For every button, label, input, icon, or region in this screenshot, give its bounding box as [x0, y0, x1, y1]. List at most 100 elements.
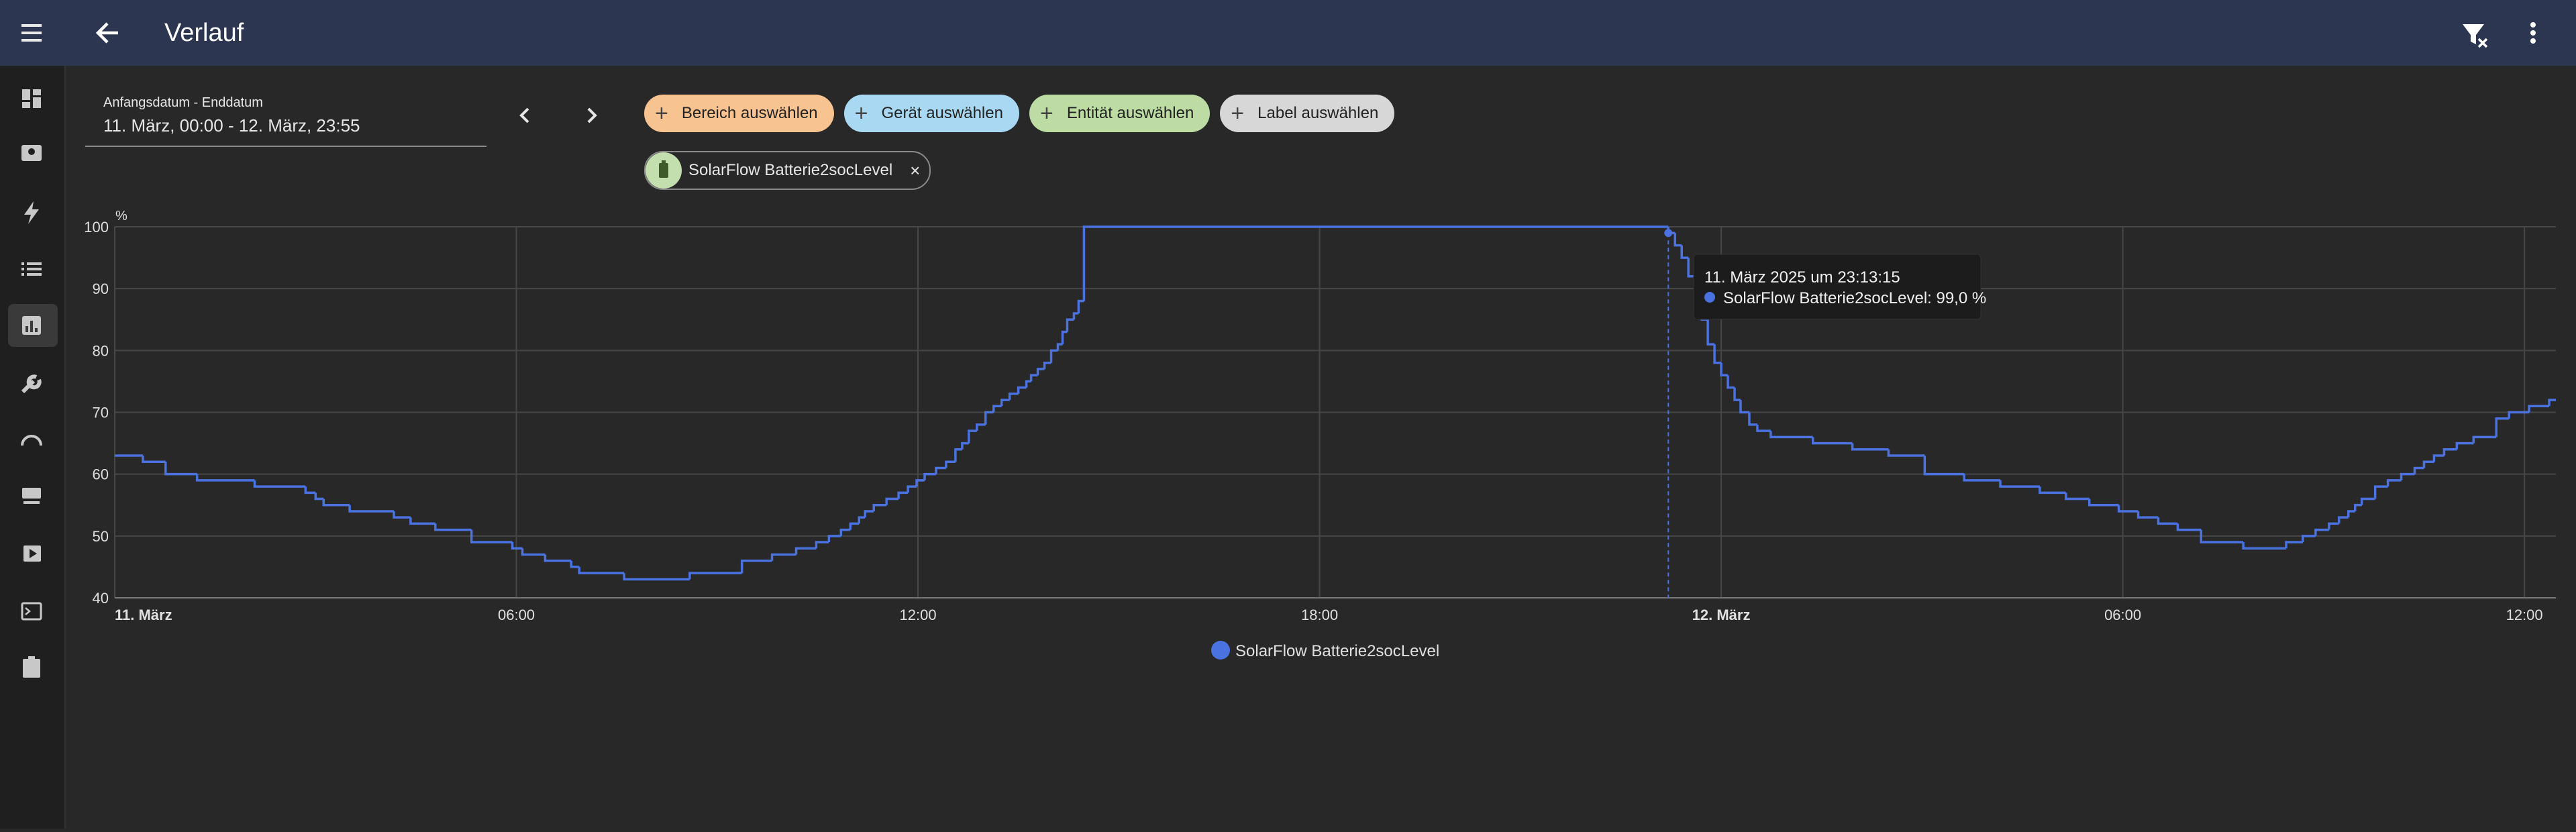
line-step [954, 448, 962, 462]
nav-logbook[interactable] [21, 145, 42, 161]
line-step [2455, 441, 2474, 450]
line-step [2528, 405, 2550, 413]
filter-label: Label auswählen [1257, 104, 1379, 122]
filter-chip[interactable]: + Entität auswählen [1029, 95, 1210, 132]
line-step [770, 553, 796, 561]
line-step [885, 497, 899, 505]
filter-chip[interactable]: + Label auswählen [1220, 95, 1395, 132]
line-step [570, 560, 580, 568]
y-tick-label: 70 [93, 405, 109, 421]
line-step [521, 548, 546, 556]
line-step [2373, 485, 2388, 499]
line-step [2413, 466, 2424, 474]
line-step [2157, 517, 2178, 525]
nav-tasks[interactable] [23, 656, 40, 678]
legend-swatch [1211, 641, 1230, 660]
line-step [2200, 529, 2244, 543]
line-step [1082, 225, 1669, 301]
nav-terminal[interactable] [21, 602, 42, 621]
nav-energy[interactable] [24, 201, 39, 224]
line-step [915, 479, 925, 487]
line-step [849, 522, 860, 530]
line-step [2400, 472, 2415, 480]
line-step [2065, 492, 2090, 501]
line-step [961, 441, 969, 450]
date-nav [519, 107, 597, 123]
filter-chip[interactable]: + Bereich auswählen [644, 95, 834, 132]
nav-hacs[interactable] [22, 488, 41, 504]
line-step [907, 485, 917, 493]
line-step [1769, 431, 1813, 439]
line-step [815, 541, 829, 549]
x-tick-label: 06:00 [2104, 607, 2141, 623]
line-step [2495, 417, 2510, 437]
selected-entity-chip[interactable]: SolarFlow Batterie2socLevel × [644, 151, 931, 190]
line-step [348, 505, 394, 513]
more-icon[interactable] [2530, 22, 2536, 44]
next-button[interactable] [587, 107, 597, 123]
entity-icon [646, 152, 682, 189]
line-step [409, 517, 435, 525]
y-tick-label: 90 [93, 280, 109, 297]
line-step [142, 456, 166, 463]
nav-list[interactable] [21, 262, 42, 276]
nav-media[interactable] [23, 545, 41, 562]
line-step [1008, 393, 1019, 401]
line-step [164, 462, 197, 476]
line-step [839, 528, 851, 536]
date-range-label: Anfangsdatum - Enddatum [103, 95, 263, 110]
line-step [1748, 412, 1757, 426]
line-step [945, 460, 956, 468]
line-step [968, 429, 977, 444]
x-tick-label: 12:00 [900, 607, 937, 623]
y-tick-label: 50 [93, 528, 109, 545]
hover-point [1664, 229, 1673, 238]
line-step [1713, 344, 1722, 364]
line-step [1066, 318, 1074, 332]
line-step [1739, 400, 1749, 414]
nav-overview[interactable] [22, 89, 41, 108]
line-step [314, 492, 324, 501]
remove-button[interactable]: × [910, 160, 921, 180]
back-icon[interactable] [95, 22, 118, 44]
filter-label: Entität auswählen [1066, 104, 1194, 122]
y-tick-label: 40 [93, 590, 109, 607]
date-range-value[interactable]: 11. März, 00:00 - 12. März, 23:55 [103, 115, 360, 136]
line-step [2314, 528, 2329, 536]
line-step [2508, 411, 2530, 419]
menu-icon[interactable] [21, 24, 42, 42]
line-step [1756, 424, 1771, 432]
filter-clear-icon[interactable] [2463, 24, 2488, 48]
line-step [511, 542, 523, 550]
nav-history[interactable] [22, 316, 41, 335]
top-icons [21, 22, 2536, 48]
line-step [1811, 437, 1853, 445]
line-step [1720, 362, 1729, 376]
line-step [1029, 374, 1038, 382]
line-step [976, 423, 986, 431]
tooltip-text: SolarFlow Batterie2socLevel: 99,0 % [1723, 289, 1986, 307]
line-step [1061, 330, 1068, 345]
prev-button[interactable] [519, 107, 529, 123]
line-step [2302, 535, 2316, 543]
line-step [393, 511, 411, 519]
nav-gauge[interactable] [21, 435, 42, 446]
line-step [2117, 505, 2139, 513]
top-bar: Verlauf [0, 0, 2576, 66]
line-step [2432, 454, 2444, 462]
line-step [2386, 479, 2402, 487]
line-step [2347, 510, 2355, 518]
tooltip-title: 11. März 2025 um 23:13:15 [1704, 268, 1900, 287]
nav-settings[interactable] [21, 374, 42, 394]
line-step [304, 486, 316, 495]
plus-icon: + [1039, 100, 1053, 126]
filter-label: Gerät auswählen [881, 104, 1003, 122]
line-step [195, 474, 255, 482]
filter-chip[interactable]: + Gerät auswählen [843, 95, 1019, 132]
line-step [544, 554, 572, 562]
line-step [897, 491, 909, 499]
line-step [740, 559, 772, 574]
y-tick-label: 100 [84, 219, 109, 236]
